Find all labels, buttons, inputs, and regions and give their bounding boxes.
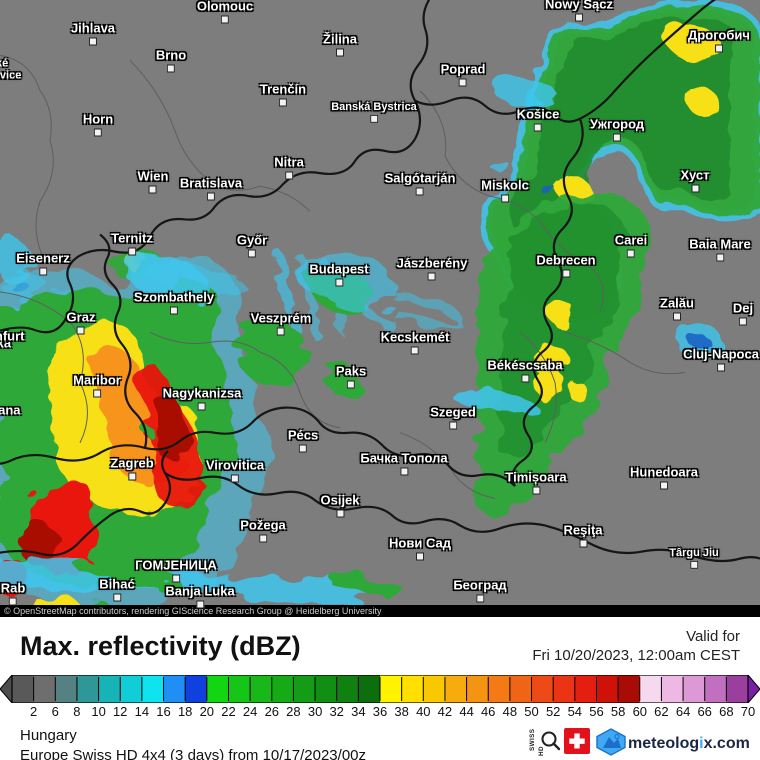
svg-text:HD: HD <box>538 746 545 756</box>
svg-text:meteologix.com: meteologix.com <box>628 735 750 752</box>
svg-text:SWISS: SWISS <box>529 729 536 751</box>
